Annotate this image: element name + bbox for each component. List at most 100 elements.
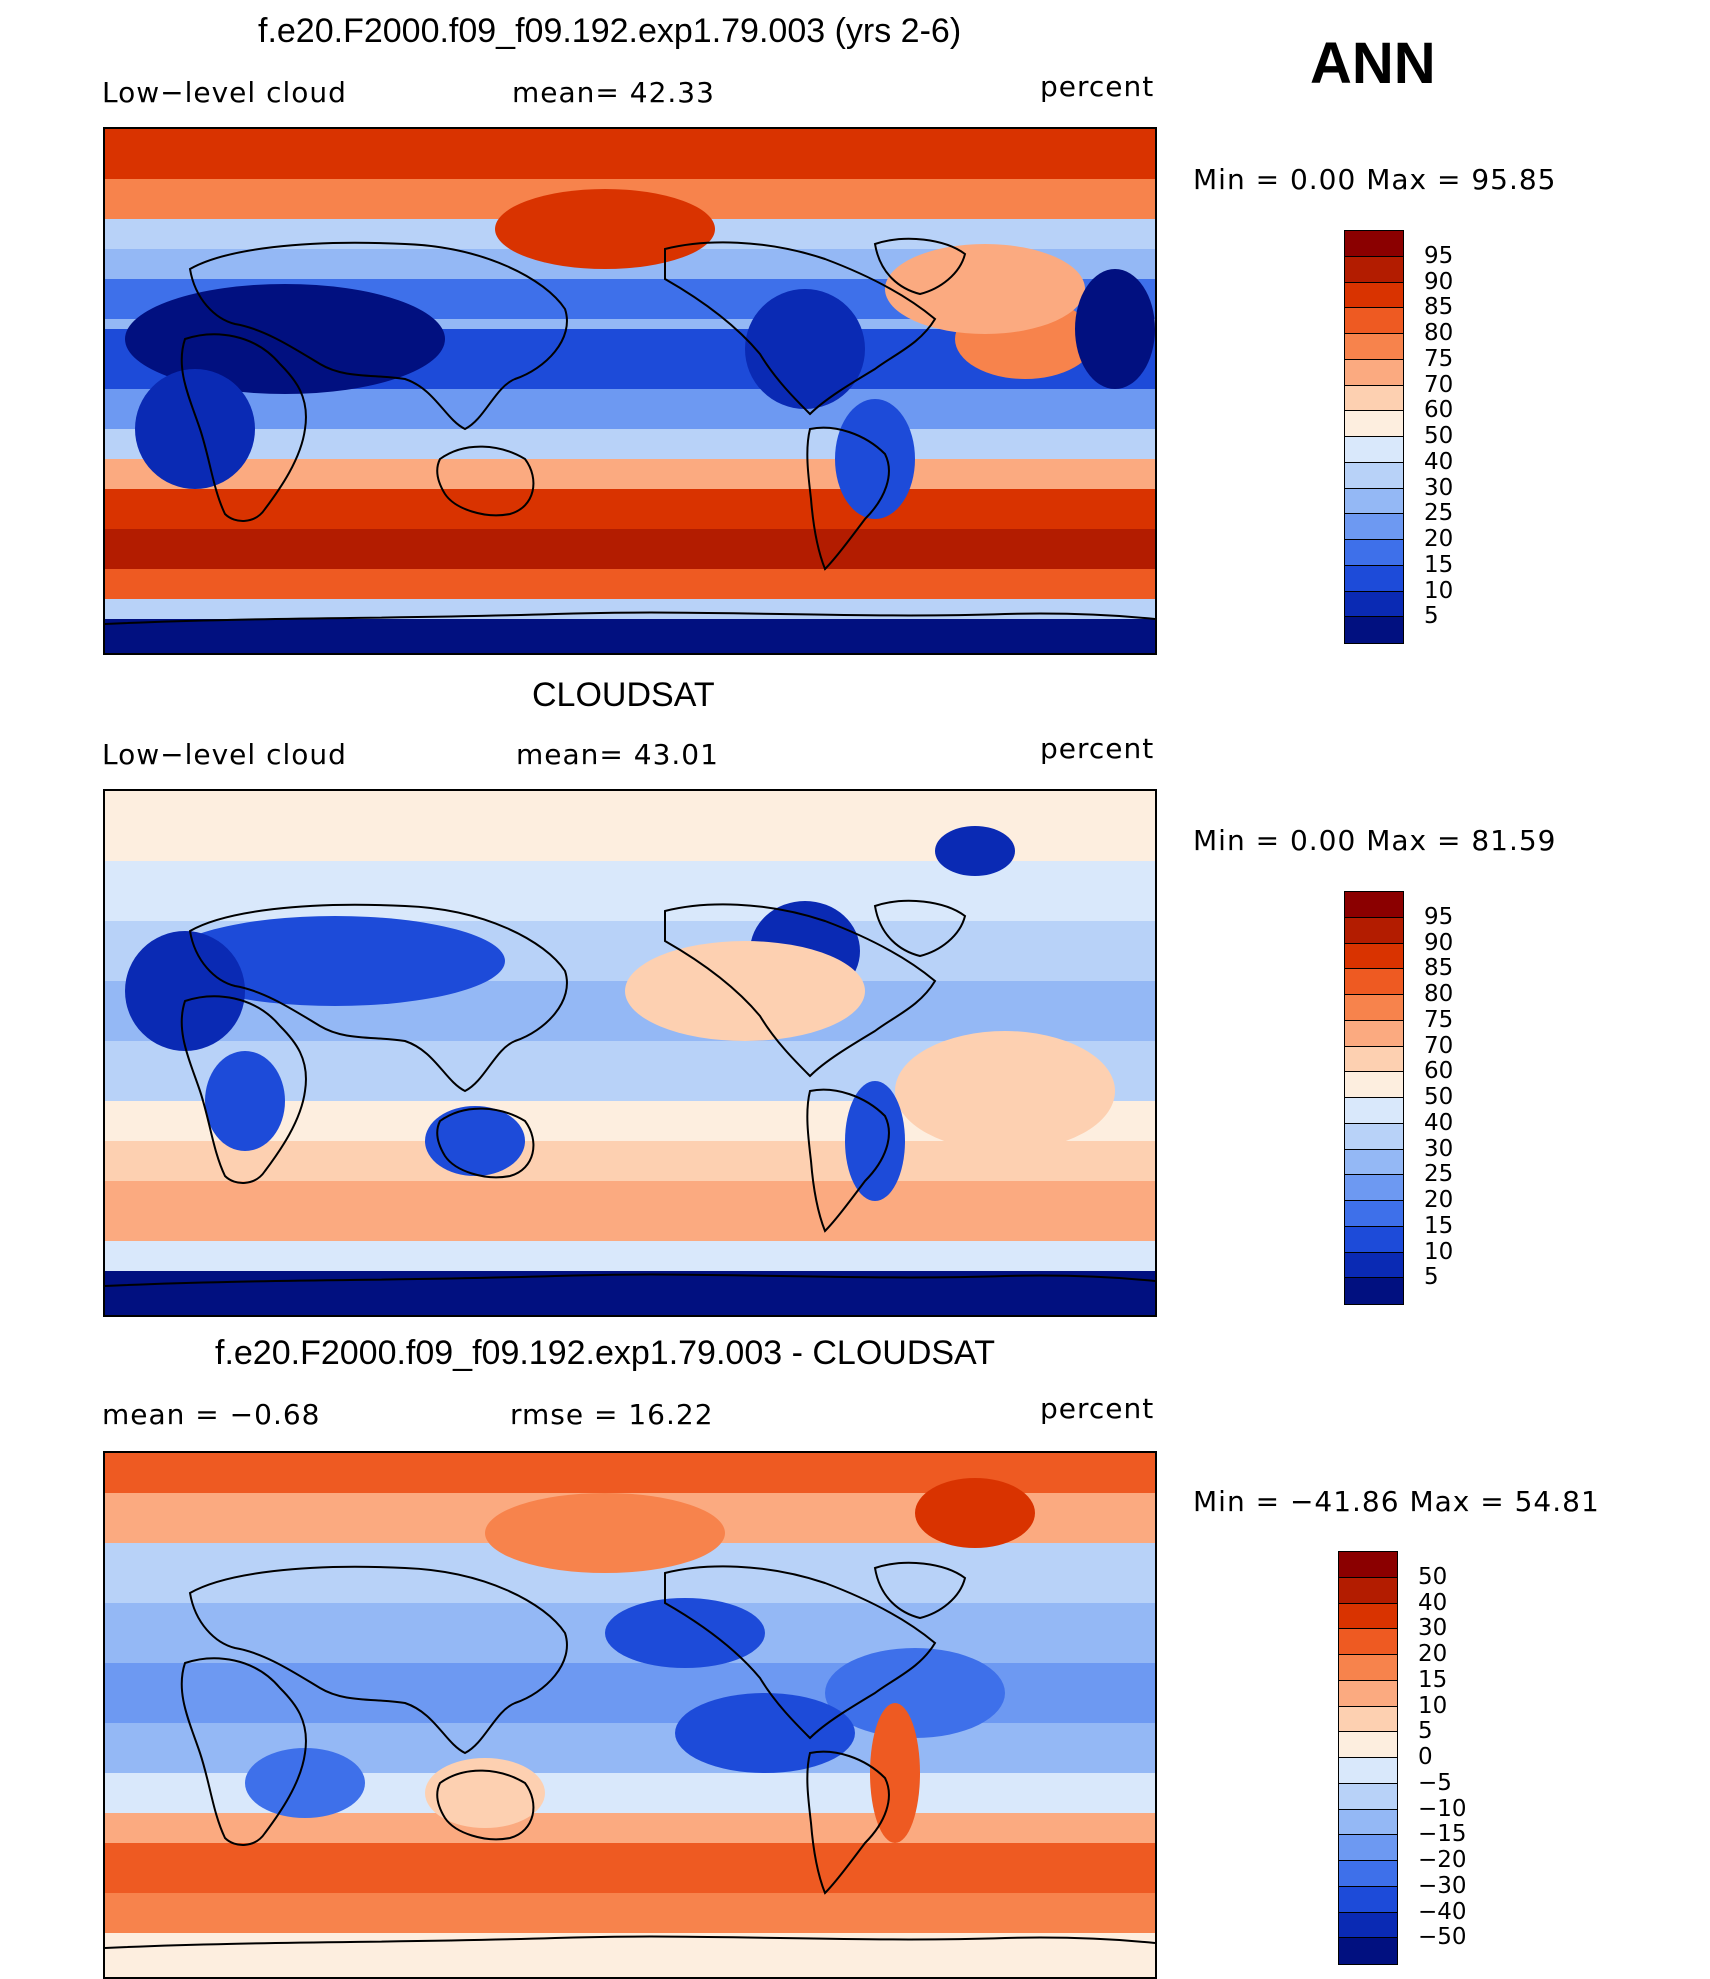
colorbar-swatch bbox=[1339, 1886, 1397, 1913]
colorbar-swatch bbox=[1345, 995, 1403, 1021]
colorbar-swatch bbox=[1345, 892, 1403, 918]
map-field-band bbox=[105, 1271, 1155, 1315]
colorbar-tick-label: 25 bbox=[1424, 1161, 1454, 1188]
panel3-title: f.e20.F2000.f09_f09.192.exp1.79.003 - CL… bbox=[215, 1334, 995, 1372]
map-field-band bbox=[105, 1893, 1155, 1933]
panel3-minmax: Min = −41.86 Max = 54.81 bbox=[1193, 1485, 1600, 1518]
map-field-band bbox=[105, 429, 1155, 459]
map-field-blob bbox=[425, 1106, 525, 1176]
colorbar-swatch bbox=[1339, 1809, 1397, 1836]
colorbar-swatch bbox=[1345, 540, 1403, 566]
colorbar-tick-label: 30 bbox=[1418, 1615, 1448, 1642]
coastline bbox=[188, 1565, 568, 1755]
coastline bbox=[436, 1769, 535, 1841]
colorbar-swatch bbox=[1345, 231, 1403, 257]
coastline bbox=[664, 1565, 937, 1740]
colorbar-swatch bbox=[1345, 1201, 1403, 1227]
colorbar-tick-label: −5 bbox=[1418, 1769, 1452, 1796]
colorbar-tick-label: 85 bbox=[1424, 294, 1454, 321]
colorbar-tick-label: 5 bbox=[1424, 603, 1439, 630]
colorbar-swatch bbox=[1339, 1938, 1397, 1964]
map-field-band bbox=[105, 459, 1155, 489]
colorbar-tick-label: 25 bbox=[1424, 500, 1454, 527]
colorbar-swatch bbox=[1339, 1706, 1397, 1733]
colorbar-tick-label: 10 bbox=[1418, 1692, 1448, 1719]
map-field-band bbox=[105, 489, 1155, 529]
colorbar-swatch bbox=[1345, 1252, 1403, 1279]
colorbar-tick-label: 70 bbox=[1424, 371, 1454, 398]
coastline bbox=[180, 1657, 307, 1846]
colorbar-tick-label: 20 bbox=[1424, 1187, 1454, 1213]
colorbar-swatch bbox=[1339, 1912, 1397, 1939]
coastline bbox=[180, 995, 307, 1184]
panel3-rmse-label: rmse = 16.22 bbox=[510, 1398, 714, 1431]
coastline bbox=[873, 1561, 967, 1620]
colorbar-tick-label: 95 bbox=[1424, 903, 1454, 930]
map-field-blob bbox=[845, 1081, 905, 1201]
panel2-left-label: Low−level cloud bbox=[102, 738, 347, 771]
season-label: ANN bbox=[1310, 31, 1436, 96]
coastline bbox=[105, 1273, 1155, 1287]
colorbar-tick-label: 75 bbox=[1424, 1006, 1454, 1033]
colorbar-swatch bbox=[1345, 943, 1403, 970]
colorbar-tick-label: 50 bbox=[1424, 423, 1454, 449]
panel3-colorbar bbox=[1338, 1551, 1398, 1965]
map-field-blob bbox=[625, 941, 865, 1041]
map-field-blob bbox=[825, 1648, 1005, 1738]
panel1-colorbar-labels: 95 90 85 80 75 70 60 50 40 30 25 20 15 10 5 bbox=[1424, 230, 1484, 642]
colorbar-swatch bbox=[1339, 1835, 1397, 1861]
panel3-colorbar-labels: 50 40 30 20 15 10 5 0 −5 −10 −15 −20 −30 −40 −50 bbox=[1418, 1551, 1488, 1963]
coastline bbox=[806, 1088, 890, 1233]
panel2-mean-label: mean= 43.01 bbox=[516, 738, 719, 771]
map-field-blob bbox=[870, 1703, 920, 1843]
colorbar-tick-label: 40 bbox=[1418, 1589, 1448, 1616]
panel2-minmax: Min = 0.00 Max = 81.59 bbox=[1193, 824, 1557, 857]
panel2-map bbox=[103, 789, 1157, 1317]
colorbar-tick-label: 95 bbox=[1424, 242, 1454, 269]
map-field-band bbox=[105, 389, 1155, 429]
panel1-mean-label: mean= 42.33 bbox=[512, 76, 715, 109]
map-field-blob bbox=[745, 289, 865, 409]
map-field-blob bbox=[895, 1031, 1115, 1151]
colorbar-tick-label: −30 bbox=[1418, 1872, 1467, 1899]
coastline bbox=[873, 237, 967, 296]
map-field-band bbox=[105, 529, 1155, 569]
colorbar-swatch bbox=[1345, 359, 1403, 386]
colorbar-swatch bbox=[1339, 1655, 1397, 1681]
colorbar-tick-label: 30 bbox=[1424, 474, 1454, 501]
panel3-map bbox=[103, 1451, 1157, 1979]
map-field-svg bbox=[105, 129, 1155, 653]
colorbar-swatch bbox=[1345, 282, 1403, 309]
map-field-blob bbox=[605, 1598, 765, 1668]
colorbar-swatch bbox=[1345, 1072, 1403, 1098]
map-field-blob bbox=[205, 1051, 285, 1151]
map-field-blob bbox=[245, 1748, 365, 1818]
colorbar-tick-label: 5 bbox=[1418, 1718, 1433, 1745]
map-field-blob bbox=[125, 931, 245, 1051]
panel1-map bbox=[103, 127, 1157, 655]
colorbar-swatch bbox=[1345, 385, 1403, 412]
panel1-left-label: Low−level cloud bbox=[102, 76, 347, 109]
colorbar-tick-label: 20 bbox=[1418, 1641, 1448, 1667]
coastline bbox=[188, 241, 568, 431]
map-field-band bbox=[105, 1843, 1155, 1893]
colorbar-tick-label: −20 bbox=[1418, 1847, 1467, 1873]
colorbar-tick-label: 50 bbox=[1418, 1563, 1448, 1590]
colorbar-swatch bbox=[1345, 1175, 1403, 1201]
colorbar-swatch bbox=[1339, 1758, 1397, 1784]
coastline bbox=[873, 899, 967, 958]
colorbar-swatch bbox=[1339, 1603, 1397, 1630]
map-field-band bbox=[105, 599, 1155, 619]
colorbar-tick-label: 70 bbox=[1424, 1032, 1454, 1059]
colorbar-tick-label: 75 bbox=[1424, 345, 1454, 372]
colorbar-tick-label: 0 bbox=[1418, 1744, 1433, 1770]
colorbar-swatch bbox=[1345, 565, 1403, 592]
map-field-blob bbox=[1075, 269, 1155, 389]
panel2-colorbar-labels: 95 90 85 80 75 70 60 50 40 30 25 20 15 10 5 bbox=[1424, 891, 1484, 1303]
coastline bbox=[664, 903, 937, 1078]
map-field-band bbox=[105, 129, 1155, 179]
map-field-blob bbox=[835, 399, 915, 519]
colorbar-tick-label: 5 bbox=[1424, 1264, 1439, 1291]
colorbar-tick-label: 15 bbox=[1424, 1212, 1454, 1239]
panel1-units: percent bbox=[1040, 70, 1155, 103]
